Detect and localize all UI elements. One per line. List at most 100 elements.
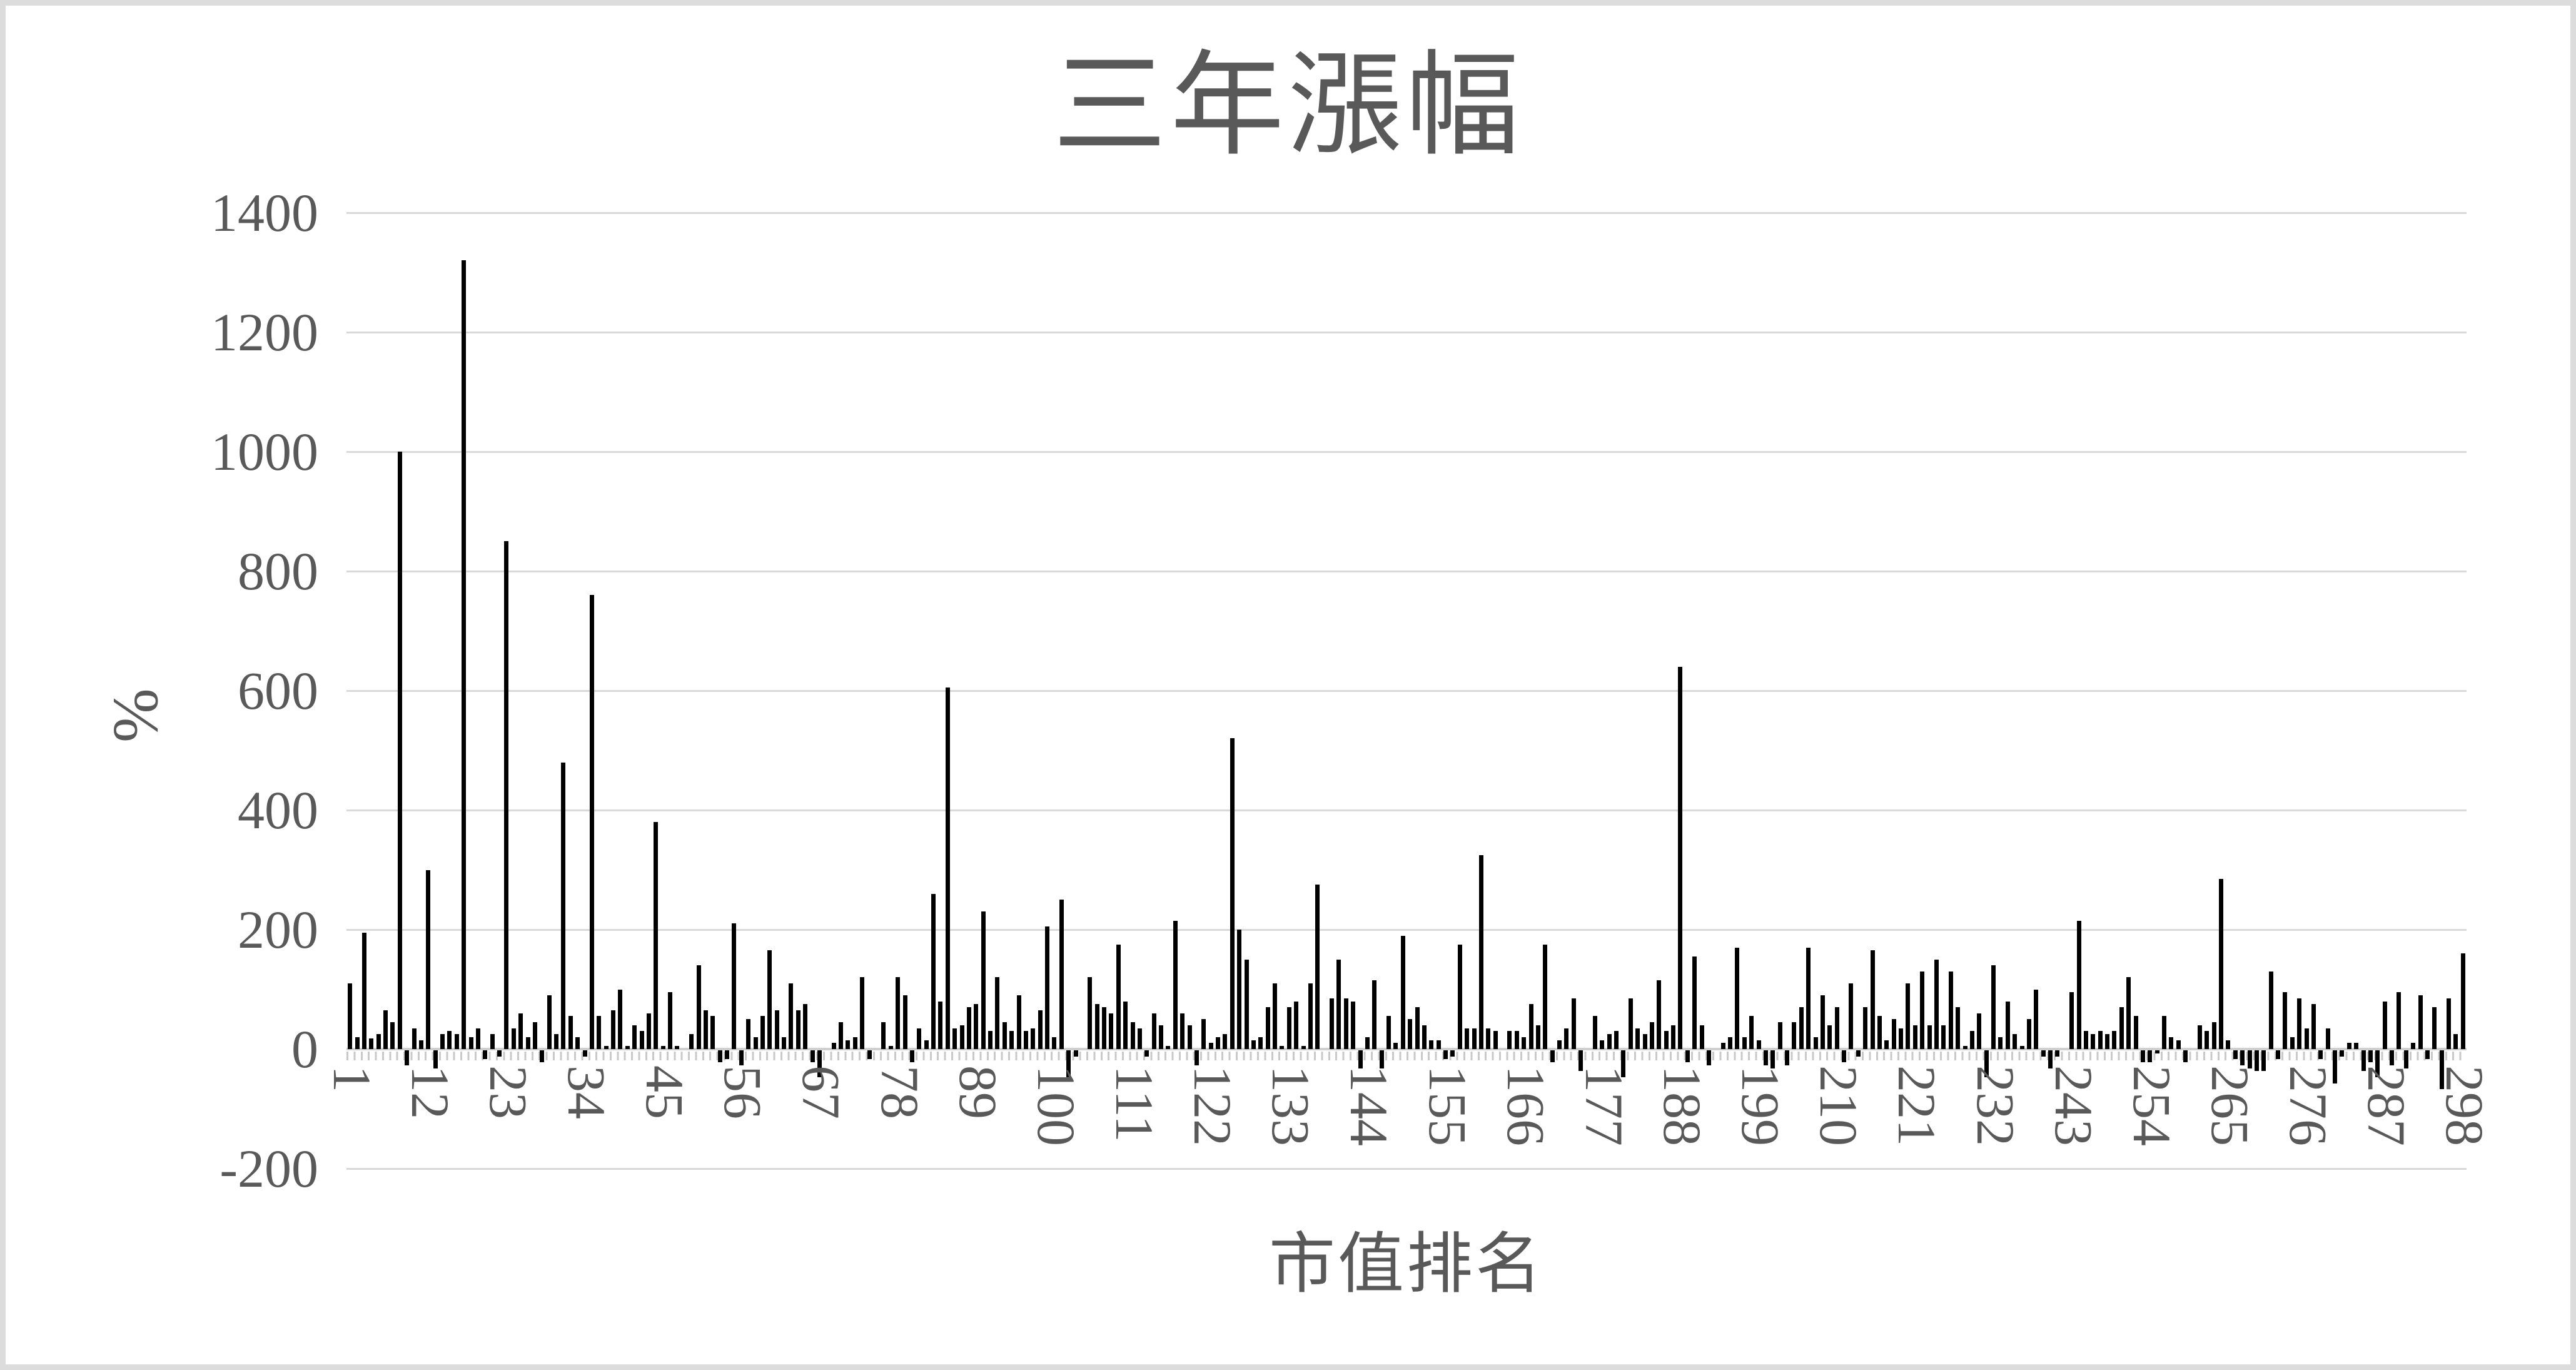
bar	[1273, 983, 1278, 1049]
y-tick-label: -200	[220, 1139, 318, 1199]
bar	[2340, 1050, 2345, 1057]
bar	[2261, 1050, 2266, 1072]
bar	[1635, 1028, 1640, 1049]
bar	[1984, 1050, 1989, 1077]
bar	[2112, 1031, 2117, 1049]
gridline	[346, 450, 2467, 453]
bar	[1280, 1046, 1285, 1049]
bar	[1330, 998, 1335, 1049]
bar	[1286, 1007, 1291, 1049]
bar	[589, 595, 594, 1049]
bar	[1059, 900, 1064, 1049]
bar	[1166, 1046, 1171, 1049]
bar	[2439, 1050, 2444, 1090]
bar	[1109, 1013, 1114, 1049]
gridline	[346, 570, 2467, 572]
bar	[418, 1040, 423, 1049]
bar	[1016, 995, 1021, 1049]
bar	[1379, 1050, 1384, 1068]
bar	[2019, 1046, 2024, 1049]
bar	[1763, 1050, 1768, 1065]
bar	[2105, 1034, 2110, 1049]
bar	[1664, 1031, 1669, 1049]
bar	[966, 1007, 971, 1049]
bar	[525, 1037, 530, 1049]
bar	[468, 1037, 473, 1049]
bar	[2453, 1034, 2458, 1049]
x-tick-label: 144	[1339, 1065, 1400, 1146]
bar	[2418, 995, 2423, 1049]
bar	[2154, 1050, 2159, 1053]
bar	[1365, 1037, 1370, 1049]
bar	[1969, 1031, 1974, 1049]
bar	[390, 1022, 395, 1049]
bar	[1031, 1028, 1036, 1049]
bar	[1514, 1031, 1519, 1049]
bar	[2026, 1019, 2031, 1049]
bar	[632, 1025, 637, 1049]
bar	[1728, 1037, 1733, 1049]
bar	[582, 1050, 587, 1057]
bar	[518, 1013, 523, 1049]
bar	[1208, 1043, 1213, 1049]
bar	[1265, 1007, 1270, 1049]
bar	[2048, 1050, 2053, 1068]
y-tick-label: 0	[291, 1019, 318, 1079]
x-tick-label: 221	[1887, 1065, 1947, 1146]
bar	[2133, 1016, 2138, 1049]
bar	[938, 1001, 943, 1049]
bar	[433, 1050, 438, 1068]
bar	[1237, 930, 1242, 1049]
bar	[447, 1031, 452, 1049]
bar	[760, 1016, 765, 1049]
bar	[902, 995, 907, 1049]
gridline	[346, 211, 2467, 214]
bar	[1592, 1016, 1597, 1049]
bar	[1400, 935, 1405, 1049]
x-tick-label: 210	[1809, 1065, 1869, 1146]
bar	[1223, 1034, 1228, 1049]
x-tick-label: 100	[1026, 1065, 1086, 1146]
bar	[568, 1016, 573, 1049]
x-axis-tick-marks	[346, 1052, 2467, 1060]
bar	[2219, 878, 2224, 1049]
bar	[1094, 1004, 1099, 1049]
bar	[639, 1031, 644, 1049]
bar	[1543, 944, 1548, 1049]
bar	[1678, 666, 1683, 1049]
bar	[1842, 1050, 1847, 1063]
bar	[2205, 1031, 2210, 1049]
bar	[1657, 980, 1662, 1049]
bar	[2126, 977, 2131, 1049]
y-tick-label: 400	[238, 780, 318, 840]
bar	[2361, 1050, 2366, 1072]
bar	[2176, 1040, 2181, 1049]
gridline	[346, 809, 2467, 811]
gridline	[346, 331, 2467, 333]
bar	[1564, 1028, 1569, 1049]
bar	[1877, 1016, 1882, 1049]
bar	[1358, 1050, 1363, 1068]
x-tick-label: 298	[2435, 1065, 2495, 1146]
bar	[831, 1043, 836, 1049]
bar	[2425, 1050, 2430, 1060]
x-tick-label: 276	[2278, 1065, 2339, 1146]
bar	[2148, 1050, 2153, 1063]
chart-title: 三年漲幅	[1053, 44, 1523, 170]
bar	[1201, 1019, 1206, 1049]
bar	[1073, 1050, 1078, 1057]
bar	[1159, 1025, 1164, 1049]
bar	[1685, 1050, 1690, 1063]
bar	[361, 932, 366, 1049]
bar	[2233, 1050, 2238, 1060]
bar	[2354, 1043, 2359, 1049]
bar	[881, 1022, 886, 1049]
bar	[2311, 1004, 2316, 1049]
bar	[1998, 1037, 2003, 1049]
bar	[1436, 1040, 1441, 1049]
bar	[2432, 1007, 2437, 1049]
bar	[1756, 1040, 1761, 1049]
bar	[774, 1010, 779, 1049]
bar	[1478, 855, 1483, 1049]
bar	[852, 1037, 857, 1049]
